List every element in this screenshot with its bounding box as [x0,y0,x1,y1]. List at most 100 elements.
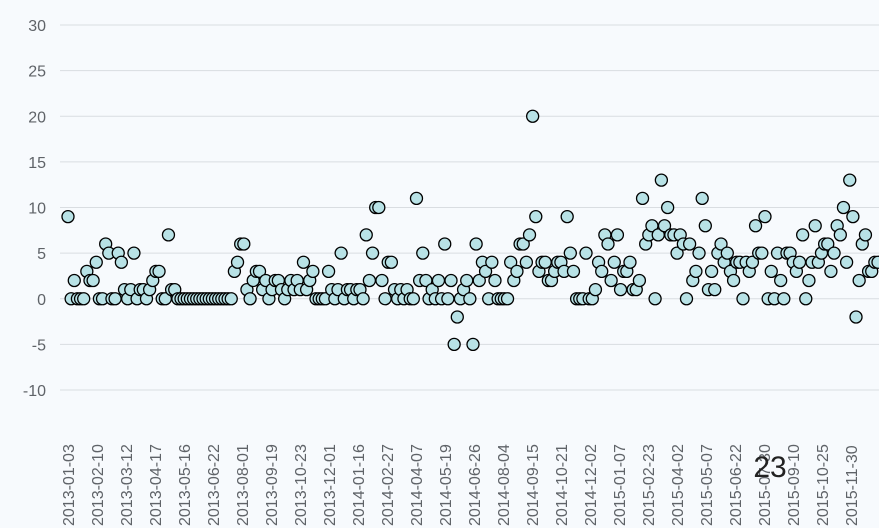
data-point [623,255,637,269]
data-point [698,219,712,233]
data-point [846,209,860,224]
data-point [127,246,141,260]
data-point [441,292,455,306]
x-tick-label: 2015-01-07 [612,444,629,526]
data-point [839,255,854,269]
data-point [161,228,176,242]
data-point [764,264,778,279]
data-point [362,273,377,288]
data-point [89,255,103,269]
data-point [108,292,122,306]
y-tick-label: 0 [37,292,46,309]
data-point [579,246,593,260]
data-point [519,255,534,269]
data-point [466,337,480,352]
data-point [522,228,537,242]
data-point [563,246,577,260]
data-point [827,246,841,260]
data-point [661,200,675,215]
x-tick-label: 2015-11-30 [844,445,861,526]
data-point [416,246,430,260]
data-point [409,191,424,206]
data-point [852,273,866,288]
data-point [460,273,474,288]
y-tick-label: 10 [28,201,46,218]
data-point [359,228,373,242]
data-point [237,237,251,251]
data-point [504,255,518,269]
data-point [488,273,502,288]
data-point [657,219,672,233]
data-point [777,292,791,306]
data-point [463,292,477,306]
data-point [745,255,760,269]
data-point [529,209,543,224]
x-tick-label: 2014-02-27 [380,444,397,526]
data-point [613,282,628,297]
x-tick-label: 2014-08-04 [496,444,513,526]
data-point [406,292,420,306]
x-tick-label: 2013-06-22 [206,444,223,526]
y-tick-label: -5 [32,337,46,354]
data-point [478,264,493,279]
x-tick-label: 2013-08-01 [235,444,252,526]
data-point [635,191,650,206]
data-point [252,264,267,279]
data-point [378,292,392,306]
data-point [796,228,810,242]
x-tick-label: 2013-09-19 [264,444,281,526]
data-point [469,237,483,251]
data-point [447,337,461,352]
data-point [485,255,499,269]
data-point [843,173,857,187]
data-point [77,292,91,306]
data-point [802,273,816,288]
data-point [648,292,662,306]
x-tick-label: 2013-02-10 [90,444,107,526]
x-tick-label: 2013-04-17 [148,444,165,526]
x-tick-label: 2014-05-19 [438,444,455,526]
y-axis-ticks: -10 -5 0 5 10 15 20 25 30 [23,18,46,400]
data-point [438,237,452,251]
data-point [720,246,734,260]
data-point [243,292,257,306]
data-point [510,264,524,279]
x-tick-label: 2015-07-30 [757,444,774,526]
data-point [604,273,618,288]
x-tick-label: 2015-06-22 [728,444,745,526]
y-tick-label: -10 [23,383,46,400]
data-point [375,273,389,288]
data-point [808,219,822,233]
x-tick-label: 2013-03-12 [119,444,136,526]
data-point [365,246,380,260]
y-tick-label: 20 [28,109,46,126]
data-point [704,264,719,279]
data-point [736,292,750,306]
data-point [695,191,709,206]
data-point [858,228,873,242]
data-points [61,109,879,352]
data-point [726,273,741,288]
data-point [516,237,530,251]
data-point [224,292,238,306]
x-tick-label: 2015-04-02 [670,444,687,526]
grid-lines [60,24,879,391]
x-tick-label: 2013-05-16 [177,444,194,526]
x-tick-label: 2014-10-21 [554,444,571,526]
data-point [792,255,807,269]
x-tick-label: 2015-05-07 [699,444,716,526]
data-point [560,209,574,224]
data-point [321,264,336,279]
data-point [67,273,81,288]
x-tick-label: 2015-02-23 [641,444,658,526]
x-tick-label: 2013-10-23 [293,444,310,526]
data-point [632,273,647,288]
data-point [836,200,851,215]
data-point [431,273,446,288]
data-point [610,228,625,242]
data-point [86,273,100,288]
data-point [692,246,706,260]
data-point [748,219,763,233]
data-point [821,237,835,251]
